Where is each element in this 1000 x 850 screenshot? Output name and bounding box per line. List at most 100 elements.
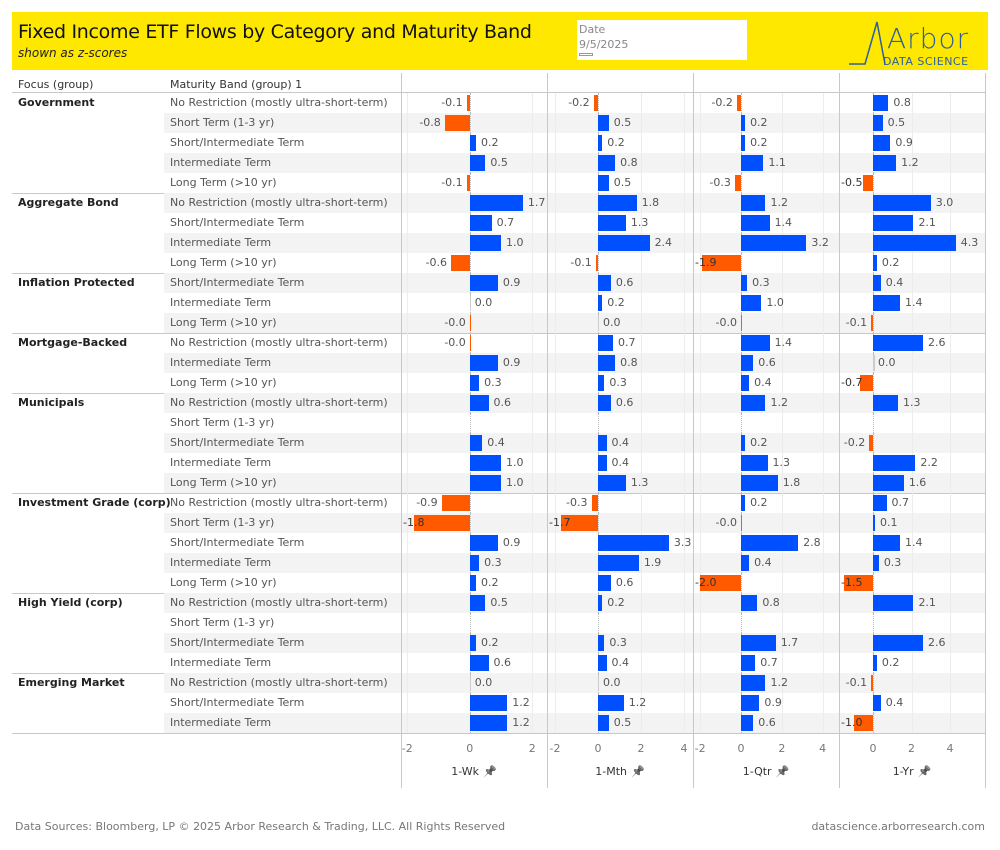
bar-positive[interactable] — [469, 575, 477, 591]
bar-positive[interactable] — [873, 155, 897, 171]
bar-positive[interactable] — [873, 595, 914, 611]
bar-positive[interactable] — [873, 275, 881, 291]
bar-positive[interactable] — [740, 275, 748, 291]
bar-positive[interactable] — [873, 255, 877, 271]
bar-positive[interactable] — [597, 275, 611, 291]
bar-positive[interactable] — [873, 295, 900, 311]
bar-negative[interactable] — [451, 255, 470, 271]
bar-positive[interactable] — [597, 335, 613, 351]
bar-negative[interactable] — [413, 515, 470, 531]
bar-positive[interactable] — [740, 215, 770, 231]
bar-negative[interactable] — [444, 115, 470, 131]
bar-positive[interactable] — [597, 235, 650, 251]
bar-positive[interactable] — [740, 555, 750, 571]
bar-positive[interactable] — [469, 555, 480, 571]
bar-positive[interactable] — [740, 195, 766, 211]
bar-positive[interactable] — [469, 595, 486, 611]
bar-negative[interactable] — [702, 255, 741, 271]
bar-positive[interactable] — [597, 375, 605, 391]
bar-negative[interactable] — [591, 495, 598, 511]
bar-positive[interactable] — [740, 475, 778, 491]
bar-positive[interactable] — [469, 455, 502, 471]
bar-positive[interactable] — [597, 135, 603, 151]
bar-positive[interactable] — [873, 215, 914, 231]
bar-positive[interactable] — [469, 195, 523, 211]
bar-negative[interactable] — [700, 575, 741, 591]
date-filter-value[interactable]: 9/5/2025 — [579, 38, 629, 51]
bar-negative[interactable] — [561, 515, 598, 531]
pin-icon[interactable]: 📌 — [631, 765, 645, 778]
bar-positive[interactable] — [597, 195, 637, 211]
date-slider-handle[interactable] — [579, 53, 593, 56]
bar-negative[interactable] — [466, 95, 470, 111]
bar-positive[interactable] — [740, 595, 758, 611]
bar-positive[interactable] — [740, 115, 746, 131]
bar-negative[interactable] — [469, 315, 472, 331]
period-header-1-wk[interactable]: 1-Wk 📌 — [401, 765, 547, 778]
bar-positive[interactable] — [873, 635, 924, 651]
bar-positive[interactable] — [873, 135, 891, 151]
bar-positive[interactable] — [597, 355, 616, 371]
bar-positive[interactable] — [597, 435, 607, 451]
bar-positive[interactable] — [740, 715, 754, 731]
bar-positive[interactable] — [597, 215, 626, 231]
bar-positive[interactable] — [873, 115, 883, 131]
bar-negative[interactable] — [441, 495, 470, 511]
bar-positive[interactable] — [597, 455, 607, 471]
pin-icon[interactable]: 📌 — [483, 765, 497, 778]
bar-positive[interactable] — [873, 355, 875, 371]
bar-positive[interactable] — [740, 135, 746, 151]
bar-positive[interactable] — [740, 675, 766, 691]
bar-positive[interactable] — [873, 515, 875, 531]
bar-positive[interactable] — [597, 635, 605, 651]
period-header-1-qtr[interactable]: 1-Qtr 📌 — [693, 765, 839, 778]
bar-positive[interactable] — [469, 295, 472, 311]
bar-positive[interactable] — [873, 95, 889, 111]
bar-positive[interactable] — [597, 715, 609, 731]
bar-negative[interactable] — [844, 575, 874, 591]
bar-positive[interactable] — [597, 535, 669, 551]
bar-positive[interactable] — [469, 235, 502, 251]
bar-positive[interactable] — [740, 155, 764, 171]
bar-negative[interactable] — [734, 175, 741, 191]
bar-negative[interactable] — [859, 375, 874, 391]
bar-positive[interactable] — [469, 275, 498, 291]
bar-positive[interactable] — [597, 555, 639, 571]
bar-positive[interactable] — [740, 495, 746, 511]
bar-negative[interactable] — [863, 175, 874, 191]
bar-positive[interactable] — [873, 235, 956, 251]
bar-positive[interactable] — [597, 675, 600, 691]
bar-positive[interactable] — [469, 535, 498, 551]
bar-positive[interactable] — [873, 195, 931, 211]
bar-negative[interactable] — [595, 255, 598, 271]
bar-positive[interactable] — [873, 335, 924, 351]
bar-positive[interactable] — [873, 455, 916, 471]
bar-negative[interactable] — [740, 515, 743, 531]
bar-positive[interactable] — [597, 575, 611, 591]
bar-positive[interactable] — [740, 335, 770, 351]
bar-negative[interactable] — [593, 95, 598, 111]
bar-positive[interactable] — [873, 495, 887, 511]
bar-positive[interactable] — [597, 395, 611, 411]
bar-positive[interactable] — [597, 475, 626, 491]
bar-positive[interactable] — [873, 475, 904, 491]
bar-positive[interactable] — [740, 635, 776, 651]
bar-positive[interactable] — [597, 295, 603, 311]
bar-positive[interactable] — [740, 375, 750, 391]
bar-positive[interactable] — [469, 355, 498, 371]
bar-positive[interactable] — [740, 395, 766, 411]
period-header-1-yr[interactable]: 1-Yr 📌 — [839, 765, 985, 778]
bar-positive[interactable] — [740, 355, 754, 371]
bar-positive[interactable] — [740, 295, 762, 311]
bar-positive[interactable] — [469, 715, 508, 731]
bar-positive[interactable] — [469, 155, 486, 171]
bar-positive[interactable] — [740, 695, 760, 711]
bar-positive[interactable] — [597, 175, 609, 191]
bar-negative[interactable] — [736, 95, 741, 111]
bar-negative[interactable] — [871, 315, 874, 331]
bar-negative[interactable] — [469, 335, 472, 351]
bar-positive[interactable] — [740, 435, 746, 451]
pin-icon[interactable]: 📌 — [775, 765, 790, 778]
bar-positive[interactable] — [469, 215, 492, 231]
bar-positive[interactable] — [469, 375, 480, 391]
